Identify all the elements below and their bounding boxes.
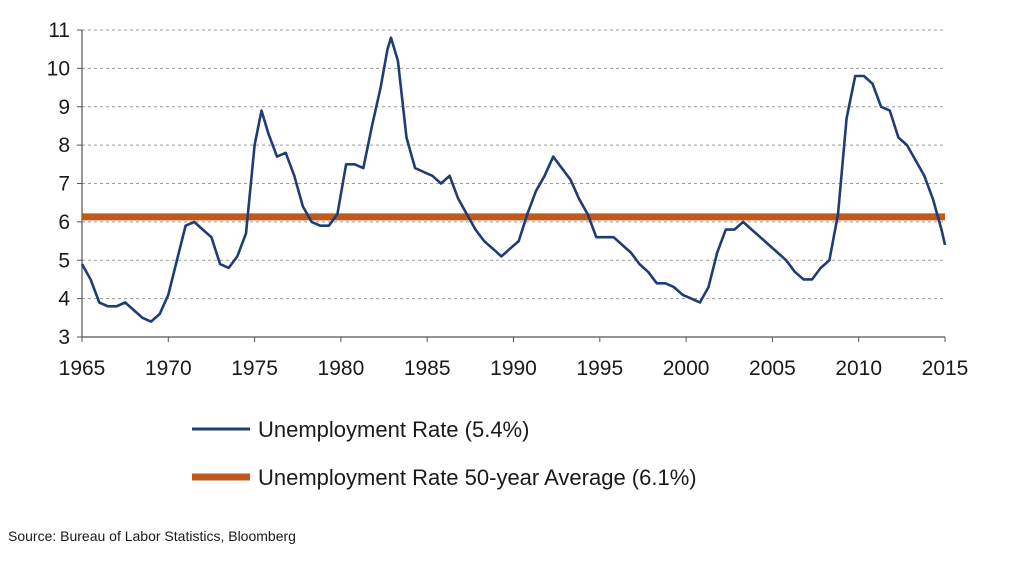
y-tick-label: 9 (58, 96, 70, 119)
x-tick-label: 2015 (922, 357, 969, 380)
x-tick-label: 1965 (59, 357, 106, 380)
x-tick-label: 2010 (835, 357, 882, 380)
unemployment-line (80, 36, 947, 323)
y-axis-ticks: 3 4 5 6 7 8 9 10 11 (47, 19, 82, 349)
y-tick-label: 7 (58, 173, 70, 196)
y-tick-label: 4 (58, 288, 70, 311)
y-tick-label: 8 (58, 134, 70, 157)
x-tick-label: 1985 (404, 357, 451, 380)
x-tick-label: 1980 (318, 357, 365, 380)
y-tick-label: 3 (58, 326, 70, 349)
source-note: Source: Bureau of Labor Statistics, Bloo… (8, 528, 296, 544)
x-tick-label: 1990 (490, 357, 537, 380)
y-tick-label: 6 (58, 211, 70, 234)
x-tick-label: 1975 (231, 357, 278, 380)
gridlines (82, 29, 945, 300)
legend-label-unemployment: Unemployment Rate (5.4%) (258, 417, 529, 442)
x-tick-label: 2005 (749, 357, 796, 380)
y-tick-label: 10 (47, 57, 70, 80)
x-tick-label: 1995 (576, 357, 623, 380)
x-tick-label: 1970 (145, 357, 192, 380)
x-tick-label: 2000 (663, 357, 710, 380)
legend: Unemployment Rate (5.4%) Unemployment Rat… (192, 417, 697, 490)
x-axis-ticks: 1965 1970 1975 1980 1985 1990 1995 2000 2005 2010… (59, 337, 969, 380)
legend-label-average: Unemployment Rate 50-year Average (6.1%) (258, 465, 697, 490)
unemployment-series (80, 36, 947, 323)
y-tick-label: 5 (58, 249, 70, 272)
y-tick-label: 11 (48, 19, 70, 42)
